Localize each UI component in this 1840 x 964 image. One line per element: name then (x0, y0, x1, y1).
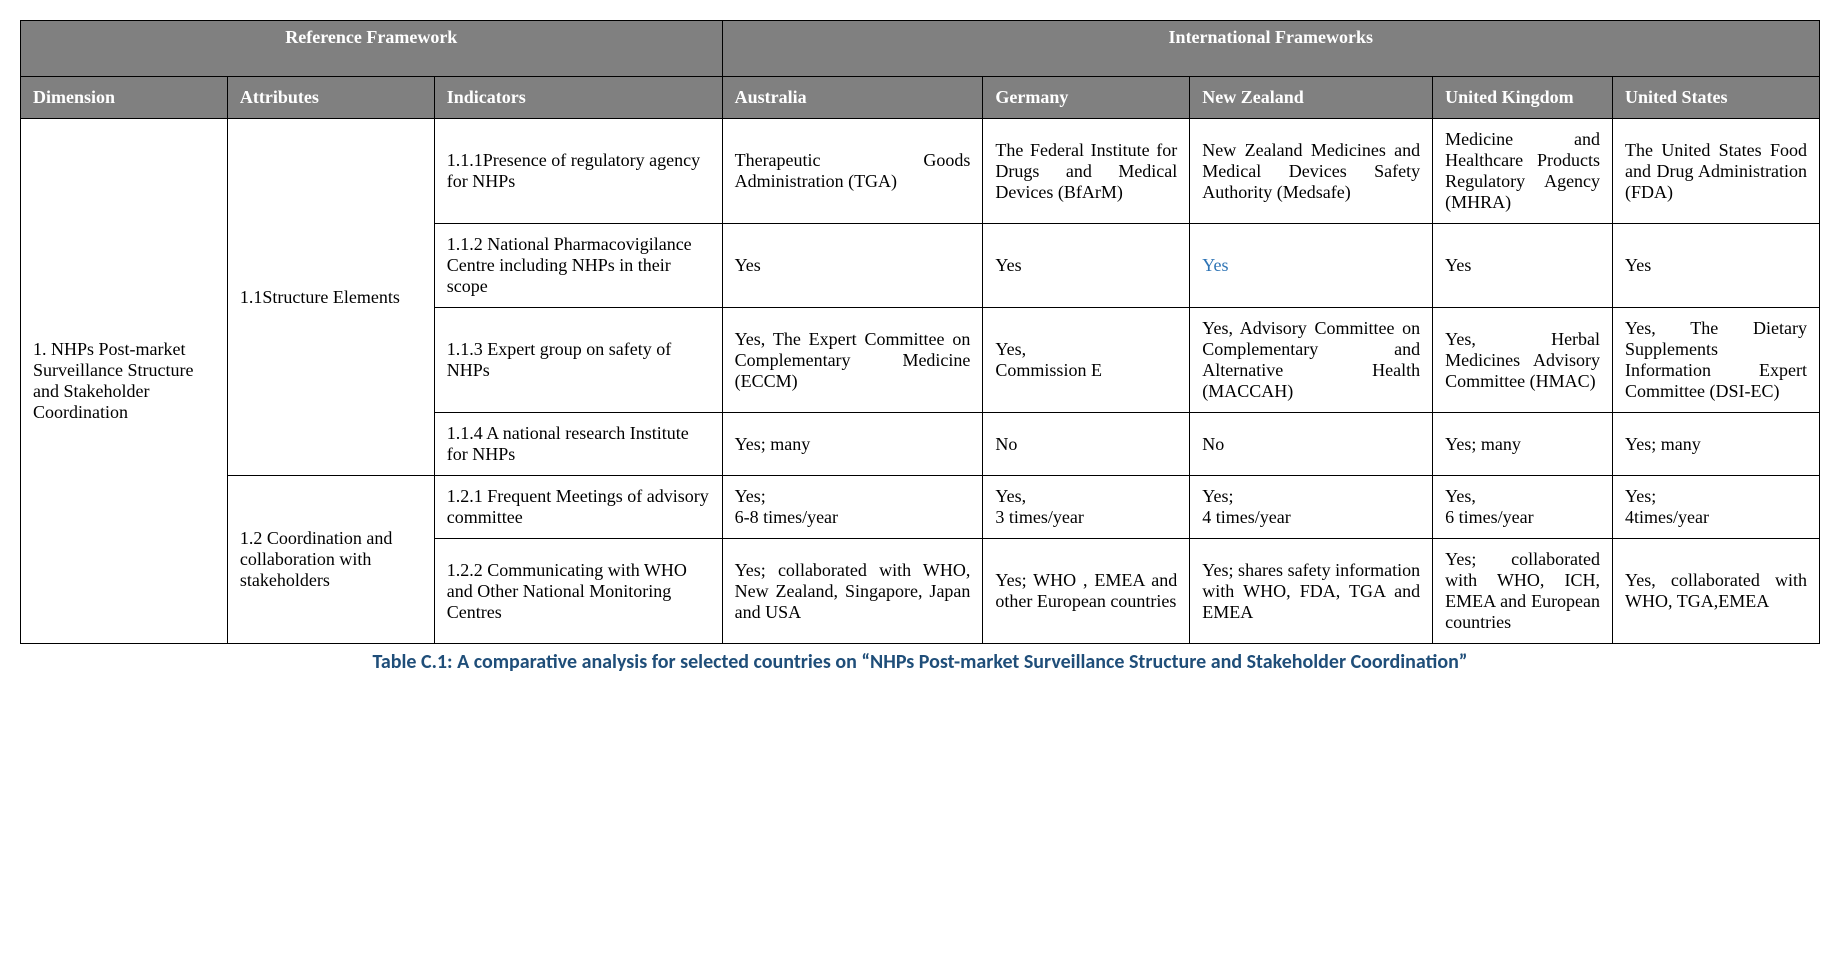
cell-indicator: 1.1.2 National Pharmacovigilance Centre … (434, 224, 722, 308)
col-australia: Australia (722, 77, 983, 119)
cell-indicator: 1.1.1Presence of regulatory agency for N… (434, 119, 722, 224)
cell-nz: Yes (1190, 224, 1433, 308)
cell-au: Yes; many (722, 413, 983, 476)
cell-uk: Yes,6 times/year (1433, 476, 1613, 539)
cell-au: Yes, The Expert Committee on Complementa… (722, 308, 983, 413)
col-uk: United Kingdom (1433, 77, 1613, 119)
cell-nz: Yes, Advisory Committee on Complementary… (1190, 308, 1433, 413)
cell-uk: Medicine and Healthcare Products Regulat… (1433, 119, 1613, 224)
cell-de: No (983, 413, 1190, 476)
superheader-row: Reference Framework International Framew… (21, 21, 1820, 77)
cell-indicator: 1.1.3 Expert group on safety of NHPs (434, 308, 722, 413)
cell-attribute-2: 1.2 Coordination and collaboration with … (227, 476, 434, 644)
cell-attribute-1: 1.1Structure Elements (227, 119, 434, 476)
col-us: United States (1613, 77, 1820, 119)
cell-dimension: 1. NHPs Post-market Surveillance Structu… (21, 119, 228, 644)
cell-us: Yes; many (1613, 413, 1820, 476)
cell-de: Yes,3 times/year (983, 476, 1190, 539)
cell-indicator: 1.1.4 A national research Institute for … (434, 413, 722, 476)
cell-au: Yes; collaborated with WHO, New Zealand,… (722, 539, 983, 644)
cell-nz: No (1190, 413, 1433, 476)
cell-us: The United States Food and Drug Administ… (1613, 119, 1820, 224)
cell-de: Yes; WHO , EMEA and other European count… (983, 539, 1190, 644)
col-attributes: Attributes (227, 77, 434, 119)
cell-nz: Yes; shares safety information with WHO,… (1190, 539, 1433, 644)
cell-de: Yes,Commission E (983, 308, 1190, 413)
cell-nz: Yes;4 times/year (1190, 476, 1433, 539)
cell-us: Yes, collaborated with WHO, TGA,EMEA (1613, 539, 1820, 644)
cell-uk: Yes, Herbal Medicines Advisory Committee… (1433, 308, 1613, 413)
col-dimension: Dimension (21, 77, 228, 119)
table-caption: Table C.1: A comparative analysis for se… (20, 650, 1820, 674)
cell-de: The Federal Institute for Drugs and Medi… (983, 119, 1190, 224)
col-indicators: Indicators (434, 77, 722, 119)
superheader-ref: Reference Framework (21, 21, 723, 77)
col-newzealand: New Zealand (1190, 77, 1433, 119)
cell-indicator: 1.2.1 Frequent Meetings of advisory comm… (434, 476, 722, 539)
cell-au: Yes; 6-8 times/year (722, 476, 983, 539)
cell-uk: Yes (1433, 224, 1613, 308)
cell-au: Yes (722, 224, 983, 308)
cell-uk: Yes; many (1433, 413, 1613, 476)
cell-us: Yes (1613, 224, 1820, 308)
cell-de: Yes (983, 224, 1190, 308)
cell-indicator: 1.2.2 Communicating with WHO and Other N… (434, 539, 722, 644)
table-row: 1. NHPs Post-market Surveillance Structu… (21, 119, 1820, 224)
cell-uk: Yes; collaborated with WHO, ICH, EMEA an… (1433, 539, 1613, 644)
cell-us: Yes;4times/year (1613, 476, 1820, 539)
cell-au: Therapeutic Goods Administration (TGA) (722, 119, 983, 224)
cell-us: Yes, The Dietary Supplements Information… (1613, 308, 1820, 413)
cell-nz: New Zealand Medicines and Medical Device… (1190, 119, 1433, 224)
comparative-table: Reference Framework International Framew… (20, 20, 1820, 644)
superheader-intl: International Frameworks (722, 21, 1819, 77)
table-row: 1.2 Coordination and collaboration with … (21, 476, 1820, 539)
col-germany: Germany (983, 77, 1190, 119)
column-header-row: Dimension Attributes Indicators Australi… (21, 77, 1820, 119)
